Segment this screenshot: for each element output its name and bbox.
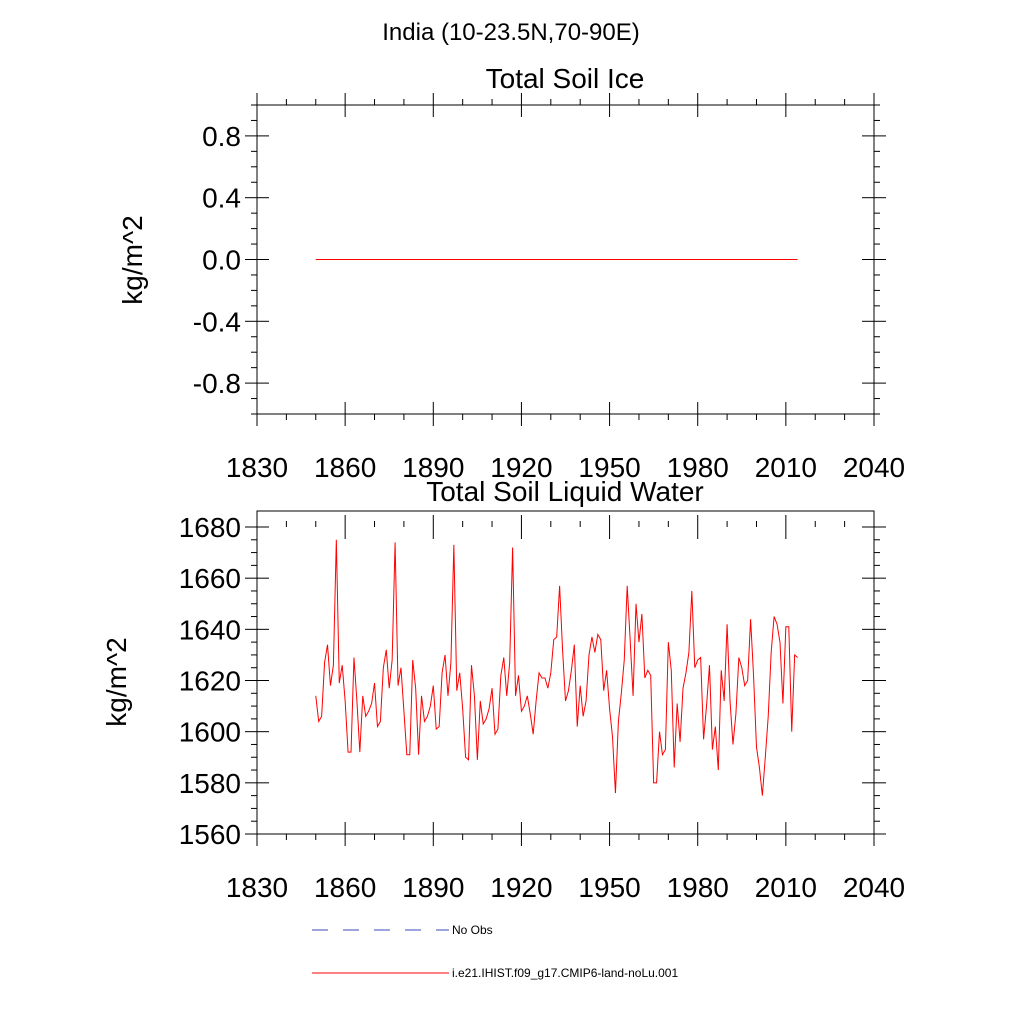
y-tick-label: 1560 — [179, 819, 241, 850]
y-tick-label: 0.8 — [202, 121, 241, 152]
soil-liquid-ticks — [245, 515, 886, 846]
y-tick-label: 0.0 — [202, 245, 241, 276]
x-tick-label: 1830 — [226, 452, 288, 483]
y-tick-label: 1680 — [179, 512, 241, 543]
x-tick-label: 1920 — [490, 872, 552, 903]
x-tick-label: 1920 — [490, 452, 552, 483]
y-tick-label: -0.8 — [193, 368, 241, 399]
soil-ice-y-tick-labels: -0.8 -0.4 0.0 0.4 0.8 — [193, 121, 241, 399]
panel-soil-ice: Total Soil Ice kg/m^2 -0.8-0.40.00.40.8 … — [117, 63, 905, 483]
y-tick-label: 0.4 — [202, 183, 241, 214]
x-tick-label: 2010 — [755, 452, 817, 483]
x-tick-label: 1860 — [314, 872, 376, 903]
x-tick-label: 1890 — [402, 872, 464, 903]
soil-ice-ticks — [245, 93, 886, 426]
x-tick-label: 2040 — [843, 872, 905, 903]
legend-model-label: i.e21.IHIST.f09_g17.CMIP6-land-noLu.001 — [452, 966, 678, 980]
x-tick-label: 1890 — [402, 452, 464, 483]
soil-liquid-plot-frame — [256, 510, 875, 835]
x-tick-label: 1980 — [667, 452, 729, 483]
soil-liquid-x-tick-labels: 1830 1860 1890 1920 1950 1980 2010 2040 — [226, 872, 905, 903]
figure-title-text: India (10-23.5N,70-90E) — [382, 19, 640, 46]
figure-title: India (10-23.5N,70-90E) — [0, 16, 1024, 50]
y-tick-label: -0.4 — [193, 306, 241, 337]
y-tick-label: 1660 — [179, 563, 241, 594]
x-tick-label: 1950 — [578, 452, 640, 483]
soil-liquid-title: Total Soil Liquid Water — [426, 476, 704, 507]
x-tick-label: 2010 — [755, 872, 817, 903]
legend-no-obs-label: No Obs — [452, 923, 493, 937]
panel-soil-liquid: Total Soil Liquid Water kg/m^2 156015801… — [101, 476, 905, 903]
soil-ice-ylabel: kg/m^2 — [117, 215, 148, 304]
x-tick-label: 2040 — [843, 452, 905, 483]
x-tick-label: 1860 — [314, 452, 376, 483]
soil-ice-x-tick-labels: 1830 1860 1890 1920 1950 1980 2010 2040 — [226, 452, 905, 483]
soil-liquid-series — [315, 539, 798, 796]
legend: No Obs i.e21.IHIST.f09_g17.CMIP6-land-no… — [312, 923, 678, 980]
series-line — [315, 539, 798, 796]
y-tick-label: 1620 — [179, 666, 241, 697]
y-tick-label: 1600 — [179, 717, 241, 748]
soil-ice-title: Total Soil Ice — [486, 63, 645, 94]
soil-liquid-ylabel: kg/m^2 — [101, 637, 132, 726]
y-tick-label: 1640 — [179, 614, 241, 645]
x-tick-label: 1950 — [578, 872, 640, 903]
y-tick-label: 1580 — [179, 768, 241, 799]
x-tick-label: 1830 — [226, 872, 288, 903]
soil-liquid-y-tick-labels: 1560 1580 1600 1620 1640 1660 1680 — [179, 512, 241, 850]
x-tick-label: 1980 — [667, 872, 729, 903]
